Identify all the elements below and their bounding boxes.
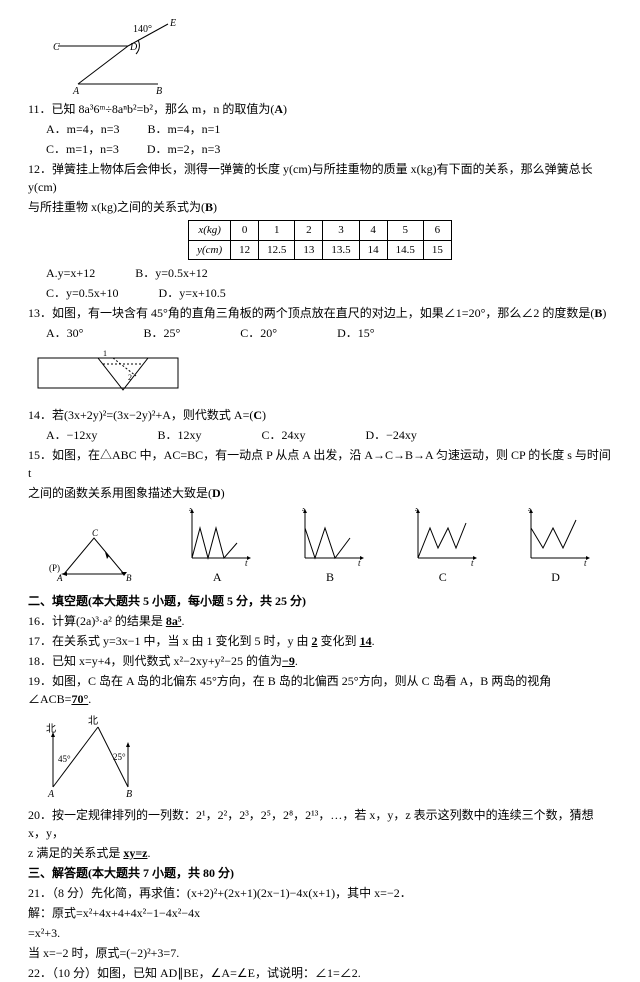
q18: 18．已知 x=y+4，则代数式 x²−2xy+y²−25 的值为−9. bbox=[28, 652, 612, 670]
q20-line2: z 满足的关系式是 xy=z. bbox=[28, 844, 612, 862]
q15-optA: A bbox=[182, 568, 252, 586]
q12-table: x(kg)0123456 y(cm)1212.51313.51414.515 bbox=[188, 220, 452, 260]
q13-choices: A．30°B．25°C．20°D．15° bbox=[46, 324, 612, 342]
svg-text:B: B bbox=[156, 86, 162, 96]
svg-text:北: 北 bbox=[46, 723, 56, 735]
svg-text:D: D bbox=[129, 42, 138, 53]
svg-text:s: s bbox=[415, 508, 419, 513]
svg-text:B: B bbox=[126, 789, 132, 800]
angle-140: 140° bbox=[133, 24, 152, 35]
fig-q19: 北 北 45° 25° A B bbox=[28, 712, 612, 802]
svg-text:北: 北 bbox=[88, 715, 98, 727]
q21-l3: =x²+3. bbox=[28, 924, 612, 942]
q22: 22．（10 分）如图，已知 AD∥BE，∠A=∠E，试说明：∠1=∠2. bbox=[28, 964, 612, 982]
svg-text:A: A bbox=[56, 573, 63, 583]
svg-text:1: 1 bbox=[103, 349, 107, 358]
q13-stem: 13．如图，有一块含有 45°角的直角三角板的两个顶点放在直尺的对边上，如果∠1… bbox=[28, 304, 612, 322]
q20-line1: 20．按一定规律排列的一列数：2¹，2²，2³，2⁵，2⁸，2¹³，…，若 x，… bbox=[28, 806, 612, 842]
q12-line2: 与所挂重物 x(kg)之间的关系式为(B) bbox=[28, 198, 612, 216]
section-2-heading: 二、填空题(本大题共 5 小题，每小题 5 分，共 25 分) bbox=[28, 592, 612, 610]
svg-text:A: A bbox=[47, 789, 55, 800]
q12-line1: 12．弹簧挂上物体后会伸长，测得一弹簧的长度 y(cm)与所挂重物的质量 x(k… bbox=[28, 160, 612, 196]
q12-choices-1: A.y=x+12B．y=0.5x+12 bbox=[46, 264, 612, 282]
q16: 16．计算(2a)³·a² 的结果是 8a⁵. bbox=[28, 612, 612, 630]
fig-q10: 140° C D E A B bbox=[28, 16, 612, 96]
q15-optC: C bbox=[408, 568, 478, 586]
q15-line1: 15．如图，在△ABC 中，AC=BC，有一动点 P 从点 A 出发，沿 A→C… bbox=[28, 446, 612, 482]
q15-optD: D bbox=[521, 568, 591, 586]
svg-text:25°: 25° bbox=[113, 752, 126, 762]
q11-choices-1: A．m=4，n=3B．m=4，n=1 bbox=[46, 120, 612, 138]
q14-stem: 14．若(3x+2y)²=(3x−2y)²+A，则代数式 A=(C) bbox=[28, 406, 612, 424]
svg-text:(P): (P) bbox=[49, 563, 60, 573]
svg-text:C: C bbox=[92, 528, 99, 538]
q15-figs: A B C (P) s t A s t B s t bbox=[28, 508, 612, 586]
svg-text:45°: 45° bbox=[58, 754, 71, 764]
q11-choices-2: C．m=1，n=3D．m=2，n=3 bbox=[46, 140, 612, 158]
svg-text:E: E bbox=[169, 18, 176, 29]
svg-text:s: s bbox=[189, 508, 193, 513]
svg-text:A: A bbox=[72, 86, 80, 96]
svg-text:C: C bbox=[53, 42, 60, 53]
svg-text:s: s bbox=[528, 508, 532, 513]
section-3-heading: 三、解答题(本大题共 7 小题，共 80 分) bbox=[28, 864, 612, 882]
q15-optB: B bbox=[295, 568, 365, 586]
q21-l2: 解：原式=x²+4x+4+4x²−1−4x²−4x bbox=[28, 904, 612, 922]
q14-choices: A．−12xyB．12xyC．24xyD．−24xy bbox=[46, 426, 612, 444]
q19: 19．如图，C 岛在 A 岛的北偏东 45°方向，在 B 岛的北偏西 25°方向… bbox=[28, 672, 612, 708]
q12-choices-2: C．y=0.5x+10D．y=x+10.5 bbox=[46, 284, 612, 302]
q21-l4: 当 x=−2 时，原式=(−2)²+3=7. bbox=[28, 944, 612, 962]
q11-stem: 11．已知 8a³6ᵐ÷8aⁿb²=b²，那么 m，n 的取值为(A) bbox=[28, 100, 612, 118]
svg-text:2: 2 bbox=[128, 373, 132, 382]
fig-q13: 1 2 bbox=[28, 346, 612, 402]
q17: 17．在关系式 y=3x−1 中，当 x 由 1 变化到 5 时，y 由 2 变… bbox=[28, 632, 612, 650]
q15-line2: 之间的函数关系用图象描述大致是(D) bbox=[28, 484, 612, 502]
q21-l1: 21．（8 分）先化简，再求值：(x+2)²+(2x+1)(2x−1)−4x(x… bbox=[28, 884, 612, 902]
svg-text:B: B bbox=[126, 573, 132, 583]
svg-text:s: s bbox=[302, 508, 306, 513]
